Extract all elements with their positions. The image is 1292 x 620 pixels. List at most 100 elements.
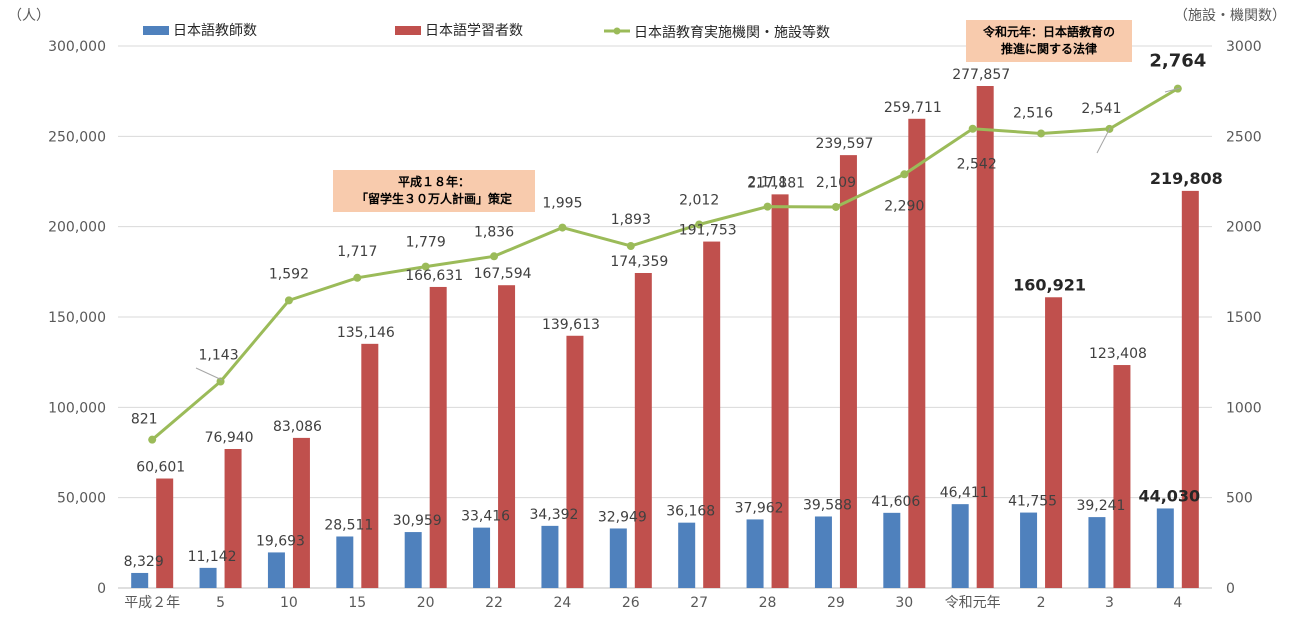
leader-line xyxy=(195,367,223,381)
teacher-bar xyxy=(336,536,354,588)
learner-bar xyxy=(224,448,242,588)
y-right-unit: （施設・機関数） xyxy=(1174,8,1286,24)
teacher-bar xyxy=(199,567,217,588)
learner-value-label: 174,359 xyxy=(610,254,668,270)
learner-value-label: 83,086 xyxy=(273,419,322,435)
facility-value-label: 2,012 xyxy=(679,192,719,208)
learner-value-label: 166,631 xyxy=(405,268,463,284)
x-tick-label: 24 xyxy=(554,595,572,611)
teacher-bar xyxy=(541,525,559,588)
facility-value-label: 2,542 xyxy=(957,157,997,173)
teacher-value-label: 44,030 xyxy=(1138,486,1200,505)
leader-line xyxy=(1164,87,1181,93)
annotation-2019: 令和元年：日本語教育の 推進に関する法律 xyxy=(966,20,1132,62)
learner-value-label: 123,408 xyxy=(1089,346,1147,362)
teacher-value-label: 8,329 xyxy=(124,554,164,570)
facility-point xyxy=(148,435,157,444)
learner-value-label: 191,753 xyxy=(679,223,737,239)
teacher-value-label: 41,606 xyxy=(871,494,920,510)
learner-bar xyxy=(839,155,857,588)
axes: 0 0 50,000 500 100,000 1000 150,000 1500 200,000… xyxy=(8,8,1286,611)
teacher-value-label: 32,949 xyxy=(598,509,647,525)
learner-value-label: 277,857 xyxy=(952,67,1010,83)
facility-point xyxy=(626,241,635,250)
x-tick-label: 30 xyxy=(895,595,913,611)
x-tick-label: 29 xyxy=(827,595,845,611)
teacher-bar xyxy=(473,527,491,588)
teacher-value-label: 39,241 xyxy=(1076,498,1125,514)
teacher-value-label: 41,755 xyxy=(1008,494,1057,510)
leader-line xyxy=(1096,127,1111,154)
teacher-value-label: 46,411 xyxy=(940,485,989,501)
facility-point xyxy=(490,252,499,261)
facility-point xyxy=(558,223,567,232)
teacher-value-label: 11,142 xyxy=(188,549,237,565)
teacher-bar xyxy=(267,552,285,588)
y-right-tick-label: 0 xyxy=(1226,581,1235,597)
facility-point xyxy=(900,170,909,179)
teacher-bar xyxy=(609,528,627,588)
legend-marker xyxy=(613,27,621,35)
teacher-value-label: 33,416 xyxy=(461,509,510,525)
learner-value-label: 160,921 xyxy=(1013,275,1086,294)
annotation-2006-line1: 平成１８年： xyxy=(397,175,470,189)
learner-bar xyxy=(156,478,174,588)
legend-label: 日本語学習者数 xyxy=(425,23,523,39)
legend: 日本語教師数 日本語学習者数 日本語教育実施機関・施設等数 xyxy=(143,23,830,41)
learner-value-label: 167,594 xyxy=(474,266,532,282)
facility-value-label: 2,111 xyxy=(748,175,788,191)
facility-value-label: 1,995 xyxy=(542,196,582,212)
facility-point xyxy=(831,202,840,211)
facility-point xyxy=(695,220,704,229)
facility-value-label: 2,541 xyxy=(1081,101,1121,117)
learner-value-label: 259,711 xyxy=(884,100,942,116)
learner-bar xyxy=(292,437,310,588)
learner-bar xyxy=(703,241,721,588)
legend-label: 日本語教師数 xyxy=(173,23,257,39)
learner-value-label: 217,881 xyxy=(747,175,805,191)
y-left-tick-label: 50,000 xyxy=(57,491,106,507)
facility-point xyxy=(284,296,293,305)
y-right-tick-label: 1000 xyxy=(1226,400,1262,416)
learner-bar xyxy=(1113,365,1131,588)
x-tick-label: 5 xyxy=(216,595,225,611)
facility-value-label: 2,290 xyxy=(884,198,924,214)
data-labels: 8,329 60,601 11,142 76,940 19,693 83,086 28,51… xyxy=(124,51,1223,570)
x-tick-label: 3 xyxy=(1105,595,1114,611)
teacher-value-label: 39,588 xyxy=(803,497,852,513)
teacher-bar xyxy=(404,532,422,588)
y-left-tick-label: 100,000 xyxy=(48,400,106,416)
learner-bar xyxy=(976,86,994,589)
facility-point xyxy=(1037,129,1046,138)
x-tick-label: 15 xyxy=(348,595,366,611)
facility-value-label: 1,893 xyxy=(611,212,651,228)
y-left-tick-label: 200,000 xyxy=(48,220,106,236)
x-tick-label: 27 xyxy=(690,595,708,611)
teacher-value-label: 37,962 xyxy=(735,500,784,516)
x-tick-label: 令和元年 xyxy=(945,595,1001,611)
y-right-tick-label: 2500 xyxy=(1226,129,1262,145)
facility-line xyxy=(148,84,1182,444)
teacher-value-label: 30,959 xyxy=(393,513,442,529)
facility-line-path xyxy=(151,87,1179,441)
learner-value-label: 60,601 xyxy=(136,460,185,476)
learner-bar xyxy=(429,286,447,588)
x-tick-label: 4 xyxy=(1173,595,1182,611)
annotation-2006-line2: 「留学生３０万人計画」策定 xyxy=(355,192,512,206)
learner-bar xyxy=(1045,297,1063,588)
y-left-unit: （人） xyxy=(8,8,50,24)
annotation-2019-line2: 推進に関する法律 xyxy=(1000,42,1097,56)
teacher-bar xyxy=(1156,508,1174,588)
teacher-value-label: 34,392 xyxy=(529,507,578,523)
facility-value-label: 2,764 xyxy=(1149,51,1206,72)
teacher-bar xyxy=(951,504,969,588)
y-left-tick-label: 250,000 xyxy=(48,129,106,145)
learner-bar xyxy=(361,343,379,588)
x-tick-label: 平成２年 xyxy=(124,595,180,611)
teacher-bar xyxy=(131,572,149,588)
learner-bar xyxy=(1181,190,1199,588)
x-tick-label: 20 xyxy=(417,595,435,611)
learner-value-label: 239,597 xyxy=(815,136,873,152)
facility-value-label: 1,779 xyxy=(406,235,446,251)
x-tick-label: 28 xyxy=(759,595,777,611)
